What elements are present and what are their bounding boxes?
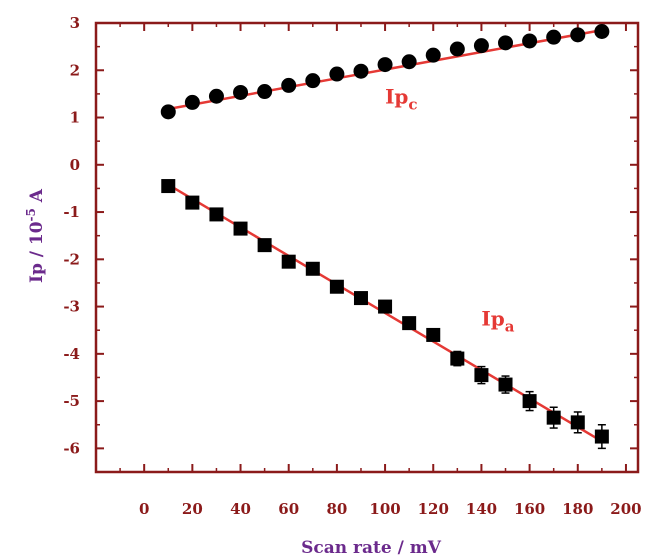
anodic-series-label-main: Ip (481, 306, 504, 330)
cathodic-point (594, 24, 610, 40)
anodic-point (594, 429, 609, 444)
cathodic-point (281, 77, 297, 93)
cathodic-point (184, 94, 200, 110)
x-tick-label: 140 (466, 500, 497, 518)
anodic-point (426, 327, 441, 342)
anodic-point (233, 221, 248, 236)
y-tick-label: -2 (63, 250, 80, 268)
x-tick-label: 100 (369, 500, 400, 518)
x-tick-label: 160 (514, 500, 545, 518)
x-tick-label: 120 (418, 500, 449, 518)
x-tick-label: 20 (182, 500, 203, 518)
y-axis-title-exponent: -5 (24, 208, 38, 221)
cathodic-point (208, 88, 224, 104)
cathodic-series-label-sub: c (408, 95, 417, 113)
y-tick-label: 2 (70, 61, 80, 79)
anodic-point (546, 410, 561, 425)
cathodic-point (546, 29, 562, 45)
axes-group: 0 20 40 60 80 100 120 140 160 180 200 -6 -5 -4 -3 -2 -1 0… (63, 14, 641, 518)
anodic-point (450, 351, 465, 366)
anodic-point (402, 316, 417, 331)
anodic-point (185, 195, 200, 210)
anodic-point (329, 279, 344, 294)
anodic-point (305, 261, 320, 276)
plot-frame (94, 21, 640, 474)
cathodic-point (570, 27, 586, 43)
anodic-point (570, 415, 585, 430)
x-tick-label: 60 (278, 500, 299, 518)
y-tick-label: -3 (63, 298, 80, 316)
anodic-point (353, 291, 368, 306)
y-axis-title-unit: A (27, 188, 47, 208)
cathodic-point (401, 54, 417, 70)
anodic-point (161, 179, 176, 194)
y-tick-label: -6 (63, 439, 80, 457)
x-tick-label: 0 (139, 500, 149, 518)
cathodic-point (522, 33, 538, 49)
cathodic-series-label-main: Ip (385, 84, 408, 108)
y-axis-title: Ip / 10-5 A (24, 188, 47, 283)
data-marks-group (160, 24, 610, 450)
cathodic-point (498, 35, 514, 51)
cathodic-point (353, 63, 369, 79)
x-tick-label: 180 (562, 500, 593, 518)
cathodic-point (160, 104, 176, 120)
y-tick-label: -1 (63, 203, 80, 221)
cathodic-point (377, 57, 393, 73)
cathodic-point (257, 84, 273, 100)
x-axis-title: Scan rate / mV (301, 538, 442, 558)
y-tick-label: -5 (63, 392, 80, 410)
anodic-series-label-sub: a (505, 317, 515, 335)
anodic-point (378, 299, 393, 314)
anodic-point (209, 207, 224, 222)
cathodic-point (305, 73, 321, 89)
anodic-point (522, 394, 537, 409)
anodic-point (498, 377, 513, 392)
anodic-series-label: Ipa (481, 306, 514, 335)
cathodic-point (329, 66, 345, 82)
cathodic-point (473, 38, 489, 54)
x-tick-label: 200 (610, 500, 641, 518)
y-axis-title-main: Ip / 10 (27, 221, 47, 283)
anodic-point (474, 368, 489, 383)
cathodic-point (449, 41, 465, 57)
x-tick-label: 80 (326, 500, 347, 518)
anodic-point (281, 254, 296, 269)
cathodic-point (425, 47, 441, 63)
y-tick-label: 0 (70, 156, 80, 174)
cathodic-point (233, 84, 249, 100)
y-tick-label: -4 (63, 345, 80, 363)
anodic-point (257, 238, 272, 253)
y-tick-label: 1 (70, 109, 80, 127)
x-tick-label: 40 (230, 500, 251, 518)
cathodic-series-label: Ipc (385, 84, 417, 113)
y-tick-label: 3 (70, 14, 80, 32)
